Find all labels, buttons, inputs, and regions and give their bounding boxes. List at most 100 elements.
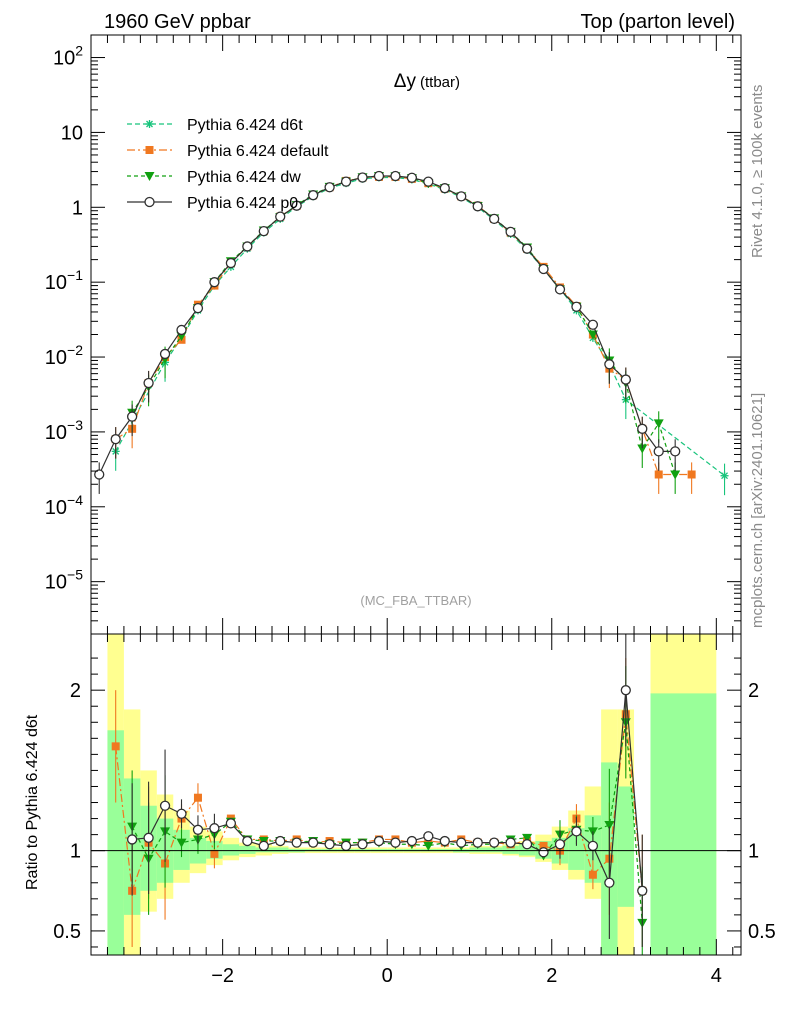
ratio-data-point [522, 833, 533, 843]
ratio-data-point [193, 793, 202, 802]
ratio-data-point [176, 808, 187, 819]
main-data-point [637, 444, 648, 454]
ratio-y-axis-label: Ratio to Pythia 6.424 d6t [24, 714, 41, 890]
ratio-data-point [637, 885, 648, 896]
main-series-0 [111, 173, 729, 496]
main-data-point [258, 226, 269, 237]
ratio-data-point [126, 834, 138, 845]
main-data-point [110, 434, 121, 445]
ratio-data-point [340, 840, 352, 852]
ratio-data-point [620, 685, 631, 696]
watermark: (MC_FBA_TTBAR) [360, 593, 471, 608]
rivet-version-text: Rivet 4.1.0, ≥ 100k events [749, 85, 766, 258]
ratio-y-tick-label-right: 0.5 [748, 921, 776, 943]
ratio-band-inner [107, 730, 124, 955]
main-data-point [571, 301, 582, 312]
ratio-series-2 [126, 634, 648, 947]
ratio-x-tick-label: 2 [546, 965, 557, 987]
main-y-tick-label: 1 [72, 197, 83, 219]
ratio-band-inner [568, 828, 585, 870]
ratio-data-point [505, 837, 516, 848]
ratio-y-tick-label-right: 2 [748, 680, 759, 702]
main-data-point [126, 411, 138, 422]
main-data-point [521, 243, 533, 254]
ratio-series-line [115, 714, 643, 891]
ratio-data-point [143, 832, 154, 843]
main-y-tick-label: 10−3 [45, 417, 83, 444]
main-data-point [653, 419, 664, 429]
ratio-band-inner [469, 847, 486, 853]
legend-marker [144, 172, 155, 181]
main-data-point [554, 284, 566, 295]
ratio-data-point [571, 826, 582, 837]
ratio-data-point [521, 839, 533, 850]
main-series-2 [127, 171, 681, 494]
main-data-point [242, 241, 253, 252]
ratio-data-point [258, 840, 269, 852]
ratio-data-point [538, 847, 549, 858]
ratio-band-inner [502, 845, 519, 854]
main-data-point [637, 423, 648, 434]
ratio-x-tick-label: 4 [711, 965, 722, 987]
ratio-data-point [604, 820, 615, 830]
legend-label: Pythia 6.424 p0 [187, 195, 298, 212]
main-series-1 [111, 172, 696, 494]
legend-marker [145, 146, 154, 154]
legend-label: Pythia 6.424 dw [187, 169, 301, 186]
main-data-point [489, 213, 500, 225]
ratio-data-point [539, 841, 548, 850]
main-data-point [357, 172, 368, 183]
main-data-point [687, 470, 696, 479]
main-data-point [192, 302, 204, 314]
ratio-data-point [308, 837, 319, 848]
ratio-data-point [209, 823, 220, 834]
ratio-band-inner [222, 844, 240, 856]
ratio-series-line [131, 722, 643, 923]
ratio-data-point [225, 818, 237, 829]
main-y-tick-label: 10 [61, 122, 83, 144]
legend-item: Pythia 6.424 dw [127, 169, 301, 186]
main-data-point [159, 348, 171, 360]
ratio-band-inner [272, 847, 289, 853]
ratio-y-tick-label-right: 1 [748, 841, 759, 863]
main-data-point [291, 200, 302, 211]
main-data-point [439, 183, 450, 194]
main-data-point [505, 226, 516, 237]
ratio-y-tick-label: 2 [70, 680, 81, 702]
ratio-data-point [439, 835, 450, 847]
ratio-data-point [489, 837, 500, 848]
ratio-data-point [390, 837, 401, 848]
ratio-data-point [587, 840, 599, 852]
ratio-data-point [472, 837, 483, 848]
main-data-point [340, 176, 352, 187]
ratio-data-point [423, 841, 434, 851]
ratio-data-point [111, 742, 120, 751]
legend-marker [145, 120, 154, 128]
main-y-tick-label: 102 [53, 43, 83, 70]
main-data-point [94, 469, 105, 480]
legend-item: Pythia 6.424 p0 [127, 195, 298, 212]
main-data-point [324, 182, 335, 193]
ratio-data-point [588, 870, 597, 879]
main-data-point [225, 257, 237, 269]
main-data-point [654, 470, 663, 479]
main-y-tick-label: 10−5 [45, 567, 83, 594]
main-series-3 [94, 170, 681, 494]
main-data-point [653, 446, 664, 457]
main-title-sub: (ttbar) [420, 74, 460, 91]
main-series-line [115, 176, 692, 476]
ratio-frame [90, 633, 742, 956]
ratio-data-point [275, 835, 286, 847]
ratio-band-inner [239, 845, 256, 854]
legend-label: Pythia 6.424 d6t [187, 117, 303, 134]
ratio-data-point [406, 835, 418, 847]
main-data-point [604, 359, 615, 370]
legend: Pythia 6.424 d6t Pythia 6.424 default Pyth… [127, 117, 329, 212]
main-y-tick-label: 10−2 [45, 342, 83, 369]
main-data-point [406, 172, 418, 183]
main-data-point [390, 170, 401, 182]
main-y-tick-label: 10−1 [45, 267, 83, 294]
legend-item: Pythia 6.424 default [127, 143, 329, 160]
main-data-point [308, 190, 319, 201]
